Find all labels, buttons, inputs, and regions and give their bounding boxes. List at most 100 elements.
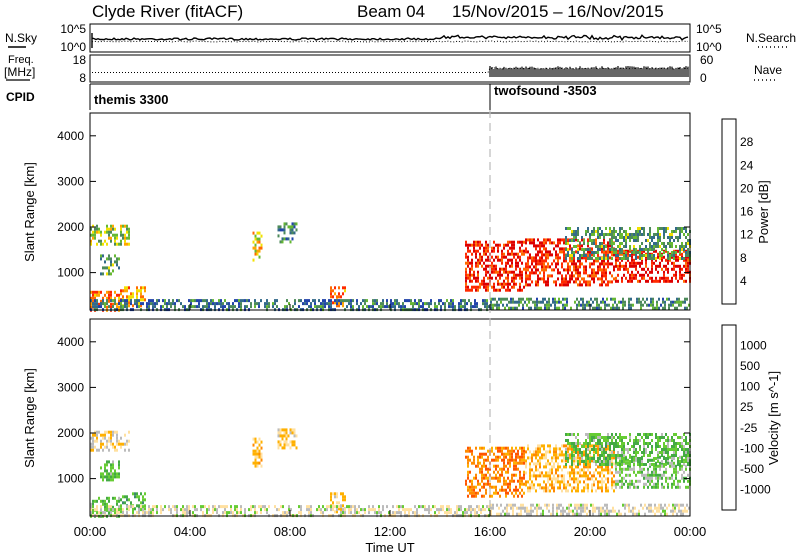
scatter-cell — [633, 261, 635, 265]
scatter-cell — [591, 230, 593, 233]
scatter-cell — [541, 444, 543, 448]
scatter-cell — [283, 428, 286, 432]
scatter-cell — [667, 442, 669, 445]
scatter-cell — [547, 462, 549, 466]
scatter-cell — [487, 243, 489, 247]
scatter-cell — [90, 505, 92, 509]
scatter-cell — [254, 305, 256, 309]
scatter-cell — [607, 457, 609, 460]
scatter-cell — [681, 460, 683, 463]
scatter-cell — [116, 236, 118, 240]
scatter-cell — [634, 506, 636, 510]
scatter-cell — [559, 238, 561, 242]
scatter-cell — [90, 233, 92, 237]
scatter-cell — [679, 248, 681, 251]
scatter-cell — [330, 498, 332, 502]
scatter-cell — [274, 505, 276, 509]
scatter-cell — [615, 460, 617, 463]
scatter-cell — [673, 439, 675, 442]
scatter-cell — [485, 464, 487, 468]
scatter-cell — [342, 495, 344, 499]
scatter-cell — [665, 463, 667, 466]
scatter-cell — [653, 254, 655, 257]
scatter-cell — [520, 297, 522, 301]
scatter-cell — [569, 456, 571, 460]
scatter-cell — [108, 439, 110, 443]
scatter-cell — [318, 505, 320, 509]
scatter-cell — [591, 239, 593, 242]
scatter-cell — [298, 511, 300, 515]
scatter-cell — [541, 471, 543, 475]
scatter-cell — [664, 300, 666, 304]
scatter-cell — [279, 228, 282, 232]
scatter-cell — [625, 239, 627, 242]
scatter-cell — [686, 306, 688, 310]
scatter-cell — [613, 230, 615, 233]
scatter-cell — [675, 451, 677, 454]
scatter-cell — [609, 454, 611, 457]
scatter-cell — [653, 257, 655, 260]
scatter-cell — [577, 453, 579, 457]
scatter-cell — [499, 473, 501, 477]
scatter-cell — [471, 273, 473, 277]
scatter-cell — [555, 468, 557, 472]
scatter-cell — [340, 295, 342, 299]
scatter-cell — [110, 436, 112, 440]
scatter-cell — [483, 494, 485, 498]
scatter-cell — [543, 489, 545, 493]
scatter-cell — [643, 467, 645, 471]
scatter-cell — [286, 299, 288, 303]
scatter-cell — [100, 433, 102, 437]
freq-tick-top: 18 — [73, 53, 87, 67]
scatter-cell — [118, 302, 120, 306]
scatter-cell — [593, 242, 595, 245]
scatter-cell — [663, 230, 665, 233]
scatter-cell — [638, 509, 640, 513]
scatter-cell — [597, 442, 599, 445]
scatter-cell — [675, 445, 677, 448]
scatter-cell — [108, 236, 110, 240]
scatter-cell — [567, 238, 569, 242]
scatter-cell — [168, 302, 170, 306]
scatter-cell — [521, 279, 523, 283]
scatter-cell — [160, 511, 162, 515]
scatter-cell — [635, 473, 637, 477]
scatter-cell — [582, 306, 584, 310]
scatter-cell — [557, 447, 559, 451]
scatter-cell — [154, 505, 156, 509]
scatter-cell — [685, 227, 687, 230]
scatter-cell — [536, 300, 538, 304]
scatter-cell — [506, 503, 508, 507]
scatter-cell — [631, 264, 633, 268]
scatter-cell — [676, 512, 678, 516]
scatter-cell — [92, 224, 94, 228]
scatter-cell — [168, 299, 170, 303]
scatter-cell — [114, 511, 116, 515]
scatter-cell — [537, 462, 539, 466]
scatter-cell — [283, 231, 286, 235]
scatter-cell — [541, 268, 543, 272]
scatter-cell — [627, 233, 629, 236]
scatter-cell — [619, 454, 621, 457]
scatter-cell — [491, 264, 493, 268]
scatter-cell — [289, 225, 292, 229]
scatter-cell — [673, 257, 675, 260]
scatter-cell — [590, 297, 592, 301]
scatter-cell — [619, 433, 621, 436]
scatter-cell — [517, 240, 519, 244]
scatter-cell — [616, 512, 618, 516]
scatter-cell — [510, 306, 512, 310]
scatter-cell — [649, 479, 651, 483]
velocity-ylabel: Slant Range [km] — [22, 368, 37, 468]
scatter-cell — [529, 253, 531, 257]
scatter-cell — [336, 505, 338, 509]
scatter-cell — [671, 485, 673, 489]
scatter-cell — [519, 491, 521, 495]
scatter-cell — [396, 505, 398, 509]
scatter-cell — [224, 508, 226, 512]
scatter-cell — [605, 277, 607, 281]
scatter-cell — [284, 305, 286, 309]
scatter-cell — [134, 495, 136, 499]
scatter-cell — [324, 302, 326, 306]
scatter-cell — [340, 507, 342, 511]
